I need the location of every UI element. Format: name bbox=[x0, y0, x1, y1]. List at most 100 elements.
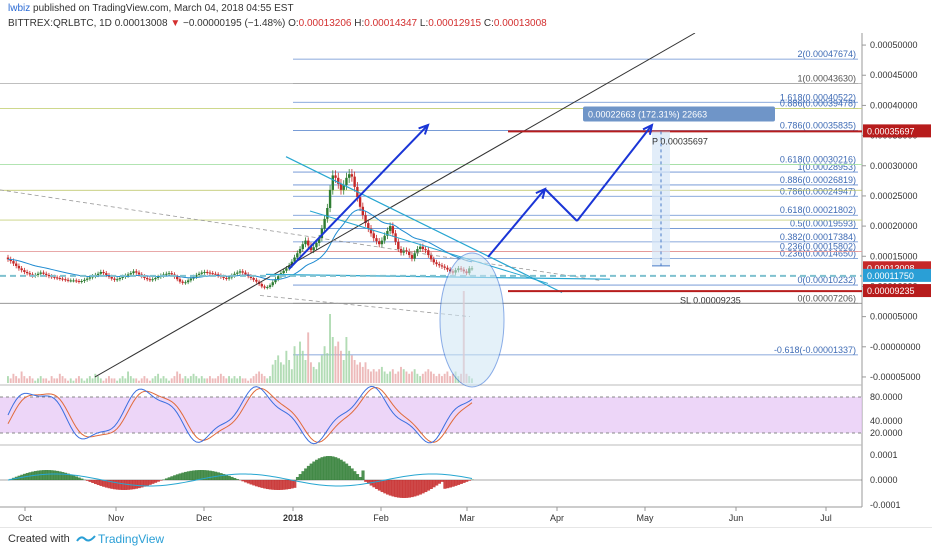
volume-bar bbox=[444, 374, 446, 383]
volume-bar bbox=[182, 378, 184, 383]
macd-histogram-bar bbox=[430, 480, 433, 489]
macd-histogram-bar bbox=[146, 480, 149, 486]
fib-label: 0.886(0.00039478) bbox=[780, 99, 856, 109]
candle-body bbox=[397, 242, 399, 249]
macd-histogram-bar bbox=[394, 480, 397, 497]
candle-body bbox=[239, 271, 241, 272]
volume-bar bbox=[45, 378, 47, 383]
fib-label: 1(0.00028953) bbox=[797, 162, 856, 172]
candle-body bbox=[282, 271, 284, 273]
volume-bar bbox=[239, 376, 241, 383]
macd-histogram-bar bbox=[198, 470, 201, 480]
candle-body bbox=[42, 273, 44, 274]
volume-bar bbox=[305, 360, 307, 383]
macd-histogram-bar bbox=[280, 480, 283, 490]
volume-bar bbox=[119, 378, 121, 383]
macd-histogram-bar bbox=[337, 458, 340, 480]
macd-histogram-bar bbox=[356, 474, 359, 480]
macd-histogram-bar bbox=[271, 480, 274, 490]
candle-body bbox=[353, 177, 355, 187]
volume-bar bbox=[127, 372, 129, 384]
volume-bar bbox=[266, 378, 268, 383]
volume-bar bbox=[78, 376, 80, 383]
macd-histogram-bar bbox=[260, 480, 263, 488]
volume-bar bbox=[34, 381, 36, 383]
volume-bar bbox=[411, 372, 413, 384]
volume-bar bbox=[436, 376, 438, 383]
tradingview-logo-icon[interactable] bbox=[76, 533, 96, 545]
volume-bar bbox=[56, 378, 58, 383]
macd-histogram-bar bbox=[323, 456, 326, 480]
high-label: H: bbox=[354, 18, 364, 29]
macd-histogram-bar bbox=[348, 466, 351, 480]
candle-body bbox=[59, 278, 61, 279]
volume-bar bbox=[438, 374, 440, 383]
macd-histogram-bar bbox=[266, 480, 269, 489]
author-link[interactable]: lwbiz bbox=[8, 3, 30, 14]
macd-histogram-bar bbox=[413, 480, 416, 496]
candle-body bbox=[12, 261, 14, 263]
volume-bar bbox=[130, 376, 132, 383]
macd-histogram-bar bbox=[329, 456, 332, 480]
price-chart[interactable]: 0.000500000.000450000.000400000.00035000… bbox=[0, 33, 932, 527]
volume-bar bbox=[384, 372, 386, 384]
volume-bar bbox=[326, 353, 328, 383]
volume-bar bbox=[446, 372, 448, 384]
macd-histogram-bar bbox=[151, 480, 154, 484]
macd-histogram-bar bbox=[400, 480, 403, 498]
candle-body bbox=[80, 281, 82, 282]
volume-bar bbox=[94, 374, 96, 383]
candle-body bbox=[323, 219, 325, 229]
candle-body bbox=[269, 285, 271, 287]
candle-body bbox=[72, 280, 74, 281]
macd-histogram-bar bbox=[247, 480, 250, 483]
macd-histogram-bar bbox=[452, 480, 455, 487]
macd-histogram-bar bbox=[288, 480, 291, 489]
candle-body bbox=[378, 241, 380, 244]
volume-spike-ellipse bbox=[440, 253, 504, 387]
stoch-tick-label: 80.0000 bbox=[870, 392, 903, 402]
volume-bar bbox=[201, 376, 203, 383]
x-tick-label: Feb bbox=[373, 513, 389, 523]
macd-histogram-bar bbox=[154, 480, 157, 483]
candle-body bbox=[446, 268, 448, 270]
macd-histogram-bar bbox=[277, 480, 280, 490]
high-value: 0.00014347 bbox=[364, 18, 417, 29]
macd-histogram-bar bbox=[176, 474, 179, 480]
y-tick-label: 0.00045000 bbox=[870, 70, 918, 80]
candle-body bbox=[212, 273, 214, 274]
y-tick-label: 0.00050000 bbox=[870, 40, 918, 50]
candle-body bbox=[326, 208, 328, 219]
x-tick-label: May bbox=[636, 513, 654, 523]
fib-label: 2(0.00047674) bbox=[797, 49, 856, 59]
macd-histogram-bar bbox=[364, 480, 367, 482]
volume-bar bbox=[73, 381, 75, 383]
volume-bar bbox=[124, 378, 126, 383]
volume-bar bbox=[168, 381, 170, 383]
macd-histogram-bar bbox=[192, 470, 195, 480]
volume-bar bbox=[329, 314, 331, 383]
candle-body bbox=[242, 271, 244, 272]
fib-label: 1(0.00043630) bbox=[797, 74, 856, 84]
macd-histogram-bar bbox=[72, 475, 75, 480]
candle-body bbox=[389, 226, 391, 231]
candle-body bbox=[132, 271, 134, 273]
macd-histogram-bar bbox=[383, 480, 386, 493]
volume-bar bbox=[149, 381, 151, 383]
tradingview-brand[interactable]: TradingView bbox=[98, 532, 164, 546]
volume-bar bbox=[422, 374, 424, 383]
volume-bar bbox=[18, 378, 20, 383]
volume-bar bbox=[324, 346, 326, 383]
macd-histogram-bar bbox=[432, 480, 435, 487]
volume-bar bbox=[351, 355, 353, 383]
candle-body bbox=[127, 274, 129, 275]
candle-body bbox=[176, 277, 178, 279]
candle-body bbox=[427, 250, 429, 255]
macd-histogram-bar bbox=[462, 480, 465, 483]
volume-bar bbox=[367, 369, 369, 383]
candle-body bbox=[304, 241, 306, 245]
volume-bar bbox=[173, 376, 175, 383]
volume-bar bbox=[116, 381, 118, 383]
footer-bar: Created with TradingView bbox=[0, 527, 932, 551]
volume-bar bbox=[395, 374, 397, 383]
